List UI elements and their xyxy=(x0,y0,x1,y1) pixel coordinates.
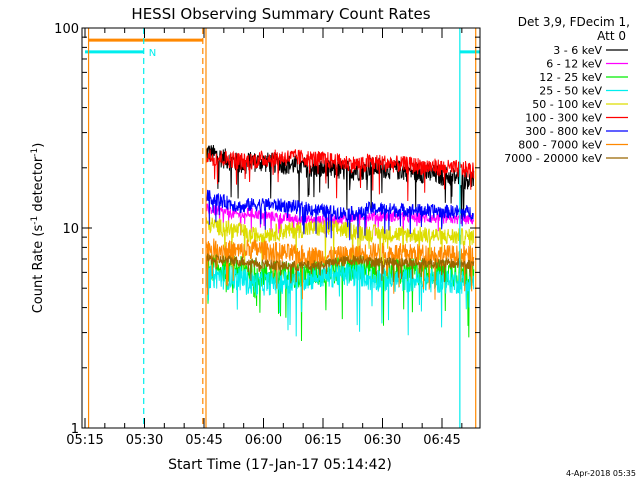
x-tick-label: 06:30 xyxy=(364,433,401,448)
x-tick-label: 06:15 xyxy=(304,433,341,448)
chart-title: HESSI Observing Summary Count Rates xyxy=(131,5,430,23)
series-line xyxy=(205,149,475,202)
series-line xyxy=(205,253,475,284)
y-axis-label-sup2: -1 xyxy=(30,148,40,157)
y-tick-label: 100 xyxy=(54,22,79,37)
night-flag-label: N xyxy=(149,48,156,59)
legend-header-1: Det 3,9, FDecim 1, xyxy=(518,15,630,29)
y-axis-label-mid: detector xyxy=(31,156,46,216)
x-tick-label: 05:45 xyxy=(185,433,222,448)
series-line xyxy=(205,203,475,237)
x-tick-label: 05:15 xyxy=(66,433,103,448)
legend-label: 50 - 100 keV xyxy=(532,98,602,111)
legend-label: 25 - 50 keV xyxy=(539,85,602,98)
plot-area: SN xyxy=(85,28,480,428)
y-axis-label-end: ) xyxy=(31,143,46,148)
x-axis-label: Start Time (17-Jan-17 05:14:42) xyxy=(168,457,392,473)
legend-label: 7000 - 20000 keV xyxy=(504,152,602,165)
legend-label: 300 - 800 keV xyxy=(525,125,602,138)
footer-date: 4-Apr-2018 05:35 xyxy=(566,469,636,478)
y-tick-label: 1 xyxy=(71,422,79,437)
legend-label: 6 - 12 keV xyxy=(546,58,602,71)
x-tick-label: 06:00 xyxy=(245,433,282,448)
legend-header-2: Att 0 xyxy=(597,29,626,43)
legend-label: 100 - 300 keV xyxy=(525,112,602,125)
axes: 1 10 100 05:15 05:30 05:45 06:00 06:15 06:30 06:4… xyxy=(54,22,481,448)
legend-label: 3 - 6 keV xyxy=(553,44,602,57)
y-axis-label: Count Rate (s-1 detector-1) xyxy=(30,143,46,314)
legend-label: 12 - 25 keV xyxy=(539,71,602,84)
y-tick-label: 10 xyxy=(62,222,79,237)
series-line xyxy=(205,262,475,337)
y-axis-label-sup: -1 xyxy=(30,216,40,225)
legend-label: 800 - 7000 keV xyxy=(518,139,602,152)
y-axis-label-main: Count Rate (s xyxy=(31,225,46,314)
x-tick-label: 05:30 xyxy=(126,433,163,448)
series-line xyxy=(205,238,475,300)
series-line xyxy=(205,189,474,241)
series-line xyxy=(205,216,475,268)
x-tick-label: 06:45 xyxy=(423,433,460,448)
